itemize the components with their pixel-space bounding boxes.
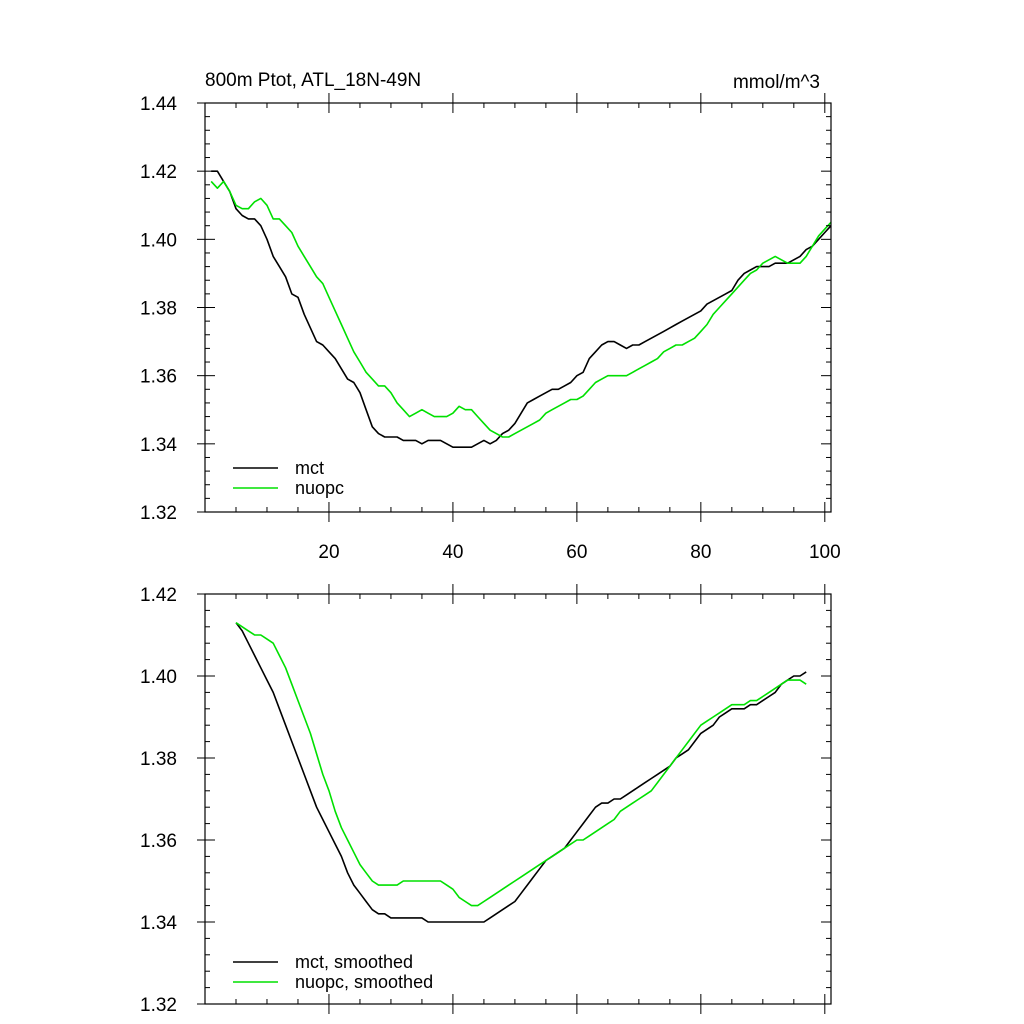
top-panel-title: 800m Ptot, ATL_18N-49N	[205, 70, 421, 91]
top-x-tick-label: 40	[442, 542, 463, 563]
bottom-legend-label: mct, smoothed	[295, 952, 413, 972]
top-legend-label: nuopc	[295, 478, 344, 498]
top-x-tick-label: 60	[566, 542, 587, 563]
top-y-tick-label: 1.38	[140, 299, 177, 320]
top-y-tick-label: 1.40	[140, 230, 177, 251]
top-x-tick-label: 100	[809, 542, 841, 563]
top-y-tick-label: 1.42	[140, 162, 177, 183]
top-y-tick-label: 1.32	[140, 503, 177, 524]
top-panel: 800m Ptot, ATL_18N-49N mmol/m^3 1.32 1.34…	[140, 70, 841, 563]
top-y-tick-label: 1.44	[140, 94, 177, 115]
bottom-plot-frame	[204, 593, 832, 1005]
bottom-y-tick-label: 1.40	[140, 667, 177, 688]
bottom-legend-label: nuopc, smoothed	[295, 972, 433, 992]
bottom-series-line-nuopc-smoothed	[235, 622, 807, 907]
bottom-y-tick-label: 1.34	[140, 913, 177, 934]
top-y-tick-label: 1.36	[140, 367, 177, 388]
top-y-tick-label: 1.34	[140, 435, 177, 456]
bottom-y-tick-label: 1.38	[140, 749, 177, 770]
bottom-y-tick-label: 1.32	[140, 995, 177, 1016]
units-label: mmol/m^3	[733, 72, 820, 93]
top-legend-label: mct	[295, 458, 324, 478]
bottom-y-tick-label: 1.36	[140, 831, 177, 852]
bottom-panel: 1.32 1.34 1.36 1.38 1.40 1.42 mct, smoothednu…	[140, 584, 832, 1016]
top-series-line-nuopc	[210, 180, 832, 438]
bottom-y-tick-label: 1.42	[140, 585, 177, 606]
top-series-line-mct	[211, 170, 832, 449]
top-x-tick-label: 80	[690, 542, 711, 563]
top-plot-frame	[204, 102, 832, 513]
top-x-tick-label: 20	[318, 542, 339, 563]
bottom-series-line-mct-smoothed	[235, 622, 807, 923]
